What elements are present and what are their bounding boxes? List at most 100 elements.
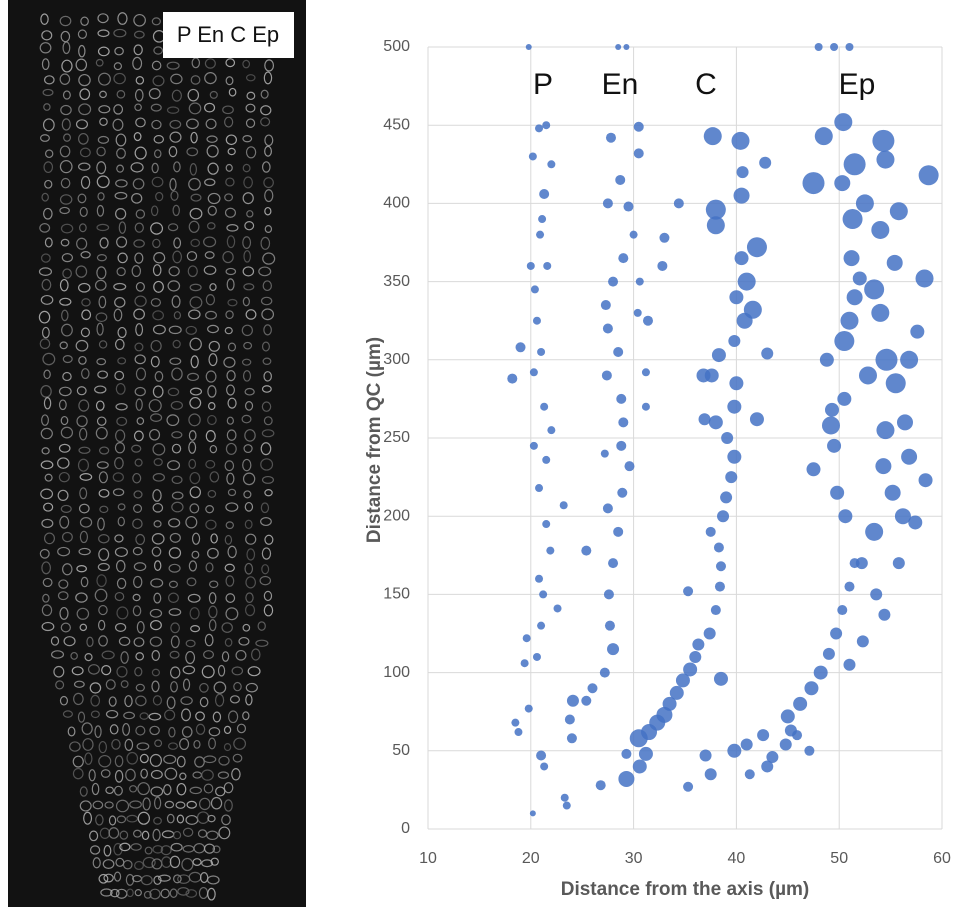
bubble	[806, 462, 821, 477]
cell	[152, 385, 164, 398]
cell	[39, 338, 51, 350]
cell	[245, 74, 256, 82]
cell	[260, 117, 271, 127]
bubble	[608, 558, 619, 569]
bubble	[662, 696, 677, 711]
cell	[135, 117, 146, 128]
bubble	[900, 350, 919, 369]
cell	[97, 46, 110, 57]
bubble	[834, 113, 853, 132]
cell	[171, 443, 182, 454]
cell	[61, 323, 73, 337]
cell	[182, 678, 191, 691]
cell	[209, 444, 218, 454]
bubble	[915, 269, 934, 288]
cell	[91, 782, 100, 796]
bubble	[514, 728, 523, 737]
bubble	[624, 461, 635, 472]
cell	[173, 237, 182, 249]
bubble	[704, 768, 717, 781]
cell	[41, 447, 50, 455]
cell	[99, 237, 109, 249]
cell	[115, 208, 127, 220]
cell	[148, 712, 162, 721]
cell	[75, 58, 88, 72]
cell	[71, 666, 84, 676]
bubble	[507, 373, 518, 384]
cell	[89, 830, 99, 842]
cell	[97, 370, 109, 379]
cell	[166, 813, 175, 824]
cell	[225, 442, 237, 455]
bubble	[535, 484, 544, 493]
cell	[212, 711, 222, 723]
bubble	[703, 127, 722, 146]
bubble	[733, 187, 750, 204]
bubble	[532, 316, 541, 325]
cell	[259, 575, 272, 586]
cell	[163, 784, 172, 796]
bubble	[814, 43, 823, 51]
bubble	[870, 588, 883, 601]
cell	[167, 742, 179, 750]
bubble	[727, 399, 742, 414]
cell	[192, 858, 202, 866]
cell	[98, 340, 108, 349]
cell	[233, 681, 242, 692]
cell	[104, 801, 114, 809]
cell	[97, 13, 109, 24]
cell	[135, 281, 145, 292]
cell	[89, 682, 102, 694]
cell	[260, 517, 272, 527]
cell	[208, 727, 221, 737]
cell	[166, 106, 180, 114]
cell	[236, 723, 247, 734]
cell	[242, 458, 252, 472]
cell	[242, 266, 255, 277]
cell	[191, 532, 201, 545]
cell	[227, 147, 236, 156]
cell	[114, 769, 124, 783]
cell	[81, 722, 93, 735]
cell	[114, 46, 124, 56]
bubble	[618, 253, 629, 264]
cell	[60, 238, 70, 247]
cell	[80, 576, 89, 588]
cell	[136, 417, 145, 425]
bubble	[520, 659, 529, 668]
cell	[205, 370, 217, 383]
bubble	[641, 402, 650, 411]
cell	[44, 179, 53, 189]
cell	[189, 471, 201, 485]
cell	[212, 845, 221, 854]
layer-annotation: P	[533, 68, 553, 101]
bubble	[708, 415, 723, 430]
bubble	[564, 714, 575, 725]
bubble	[547, 426, 556, 435]
cell	[226, 472, 235, 485]
bubble	[744, 769, 755, 780]
y-tick-label: 50	[392, 742, 410, 759]
cell	[172, 204, 180, 217]
cell	[117, 516, 125, 527]
cell	[79, 530, 89, 544]
cell	[55, 680, 65, 690]
cell	[62, 563, 73, 576]
cell	[262, 252, 276, 265]
bubble	[838, 509, 853, 524]
cell	[135, 695, 147, 707]
cell	[189, 296, 203, 309]
cell	[261, 308, 275, 321]
cell	[114, 191, 128, 200]
bubble	[834, 331, 855, 352]
cell	[134, 295, 147, 307]
cell	[204, 72, 217, 85]
cell	[87, 664, 100, 675]
cell	[79, 147, 91, 158]
cell	[168, 547, 182, 559]
cell	[260, 236, 271, 250]
cell	[152, 489, 162, 502]
cell	[140, 768, 148, 779]
cell	[227, 397, 237, 409]
cell	[58, 399, 67, 411]
